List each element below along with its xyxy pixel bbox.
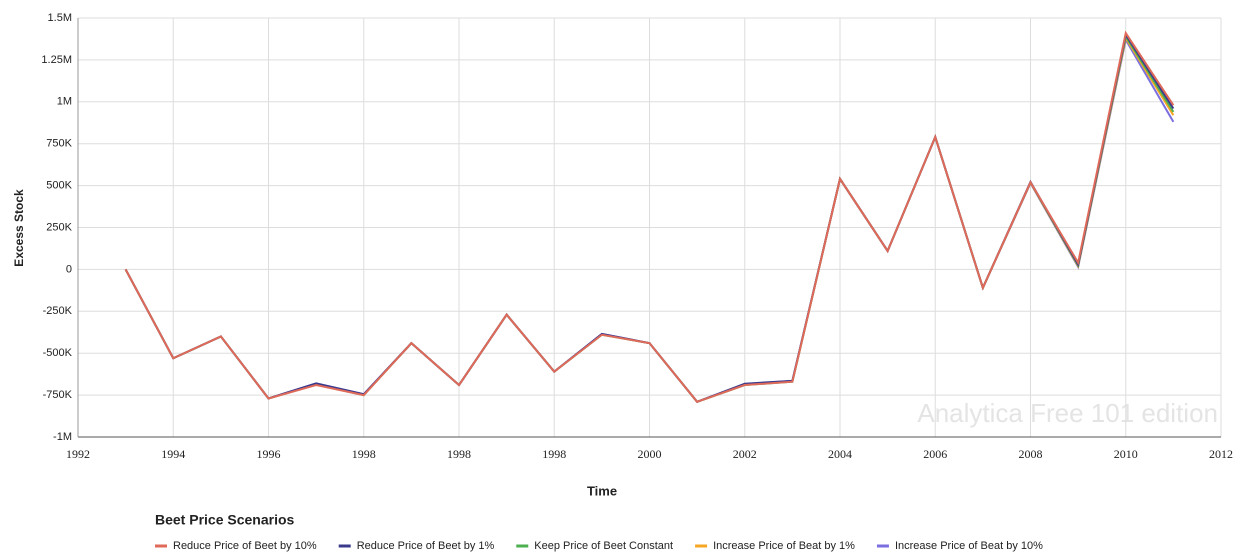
y-tick-label: 500K bbox=[46, 180, 72, 192]
x-tick-label: 2010 bbox=[1114, 447, 1138, 461]
x-tick-label: 2000 bbox=[638, 447, 662, 461]
legend-item: Reduce Price of Beet by 1% bbox=[338, 540, 495, 552]
x-tick-label: 1992 bbox=[66, 447, 90, 461]
y-tick-label: -250K bbox=[43, 305, 73, 317]
legend-label: Reduce Price of Beet by 10% bbox=[173, 540, 317, 552]
x-tick-label: 1998 bbox=[352, 447, 376, 461]
x-tick-label: 2006 bbox=[923, 447, 947, 461]
watermark: Analytica Free 101 edition bbox=[917, 398, 1218, 428]
x-tick-label: 1996 bbox=[257, 447, 281, 461]
x-axis-label: Time bbox=[587, 483, 617, 498]
x-tick-label: 2004 bbox=[828, 447, 852, 461]
y-tick-label: 0 bbox=[66, 263, 72, 275]
legend-item: Keep Price of Beet Constant bbox=[516, 540, 673, 552]
y-tick-label: -1M bbox=[53, 431, 72, 443]
y-tick-label: -750K bbox=[43, 389, 73, 401]
y-tick-label: 750K bbox=[46, 138, 72, 150]
y-tick-label: -500K bbox=[43, 347, 73, 359]
y-tick-label: 1M bbox=[57, 96, 72, 108]
series-line bbox=[124, 30, 1175, 403]
x-tick-label: 2008 bbox=[1019, 447, 1043, 461]
legend-item: Increase Price of Beat by 10% bbox=[876, 540, 1043, 552]
legend-label: Keep Price of Beet Constant bbox=[534, 540, 673, 552]
legend-item: Reduce Price of Beet by 10% bbox=[155, 540, 317, 552]
legend-label: Reduce Price of Beet by 1% bbox=[357, 540, 495, 552]
legend-label: Increase Price of Beat by 1% bbox=[713, 540, 855, 552]
legend-title: Beet Price Scenarios bbox=[155, 512, 295, 528]
y-axis-label: Excess Stock bbox=[12, 189, 26, 267]
x-tick-label: 2002 bbox=[733, 447, 757, 461]
y-tick-label: 1.25M bbox=[41, 54, 72, 66]
x-tick-label: 2012 bbox=[1209, 447, 1233, 461]
legend-item: Increase Price of Beat by 1% bbox=[695, 540, 855, 552]
x-tick-label: 1998 bbox=[447, 447, 471, 461]
y-tick-label: 250K bbox=[46, 221, 72, 233]
legend-label: Increase Price of Beat by 10% bbox=[895, 540, 1043, 552]
y-tick-label: 1.5M bbox=[48, 12, 72, 24]
x-tick-label: 1998 bbox=[542, 447, 566, 461]
x-tick-label: 1994 bbox=[161, 447, 185, 461]
